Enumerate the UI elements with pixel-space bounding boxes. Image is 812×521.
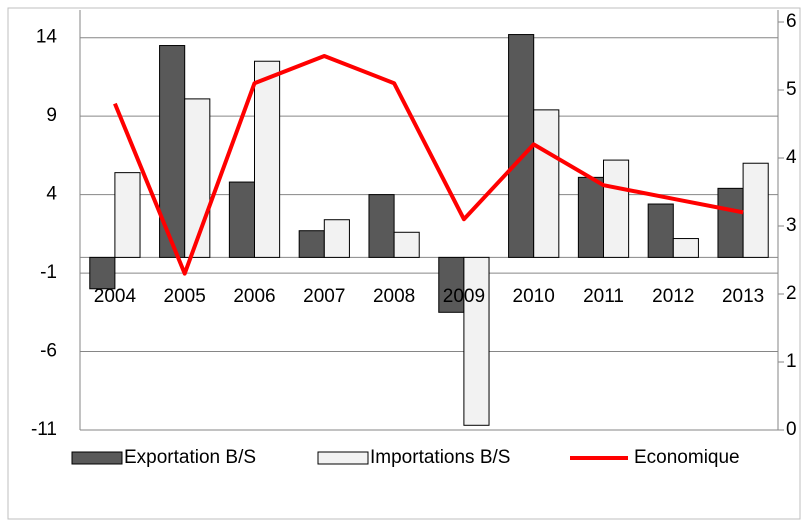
y-tick-label: -1 [40, 262, 57, 283]
x-tick-label: 2011 [583, 286, 624, 307]
x-tick-label: 2005 [164, 286, 206, 307]
y2-tick-label: 0 [786, 419, 797, 440]
chart-frame [7, 7, 801, 520]
legend-label: Importations B/S [370, 447, 510, 468]
x-tick-label: 2009 [443, 286, 485, 307]
bar [577, 176, 605, 258]
legend-swatch [71, 451, 123, 465]
bar [438, 256, 465, 313]
bar [393, 231, 420, 258]
bar [254, 60, 281, 258]
x-tick-label: 2013 [722, 286, 764, 307]
y-tick-label: 14 [36, 27, 58, 48]
legend-label: Economique [634, 447, 740, 468]
y2-tick-label: 2 [786, 283, 797, 304]
x-tick-label: 2010 [513, 286, 555, 307]
bar [647, 203, 674, 258]
y-tick-label: -11 [31, 419, 57, 440]
y2-tick-label: 5 [786, 79, 797, 100]
x-tick-label: 2004 [94, 286, 137, 307]
y2-tick-label: 3 [786, 215, 797, 236]
y2-tick-label: 4 [786, 147, 797, 168]
bar [717, 187, 744, 258]
y-tick-label: 9 [46, 105, 57, 126]
y2-tick-label: 6 [786, 11, 797, 32]
bar [228, 181, 255, 258]
line [113, 54, 744, 276]
bar [672, 238, 699, 258]
y-tick-label: 4 [46, 184, 57, 205]
bar [323, 219, 350, 258]
x-tick-label: 2007 [303, 286, 345, 307]
legend-swatch [317, 451, 369, 465]
bar [114, 172, 141, 258]
x-tick-label: 2012 [652, 286, 694, 307]
y-tick-label: -6 [40, 341, 57, 362]
bar [184, 98, 211, 258]
bar [463, 256, 490, 426]
bar [742, 162, 769, 258]
bar [603, 159, 630, 258]
bar [89, 256, 116, 290]
x-tick-label: 2006 [233, 286, 275, 307]
legend-label: Exportation B/S [124, 447, 256, 468]
bar [368, 194, 395, 258]
x-tick-label: 2008 [373, 286, 415, 307]
bar [298, 230, 325, 258]
bar [533, 109, 560, 258]
y2-tick-label: 1 [786, 351, 797, 372]
